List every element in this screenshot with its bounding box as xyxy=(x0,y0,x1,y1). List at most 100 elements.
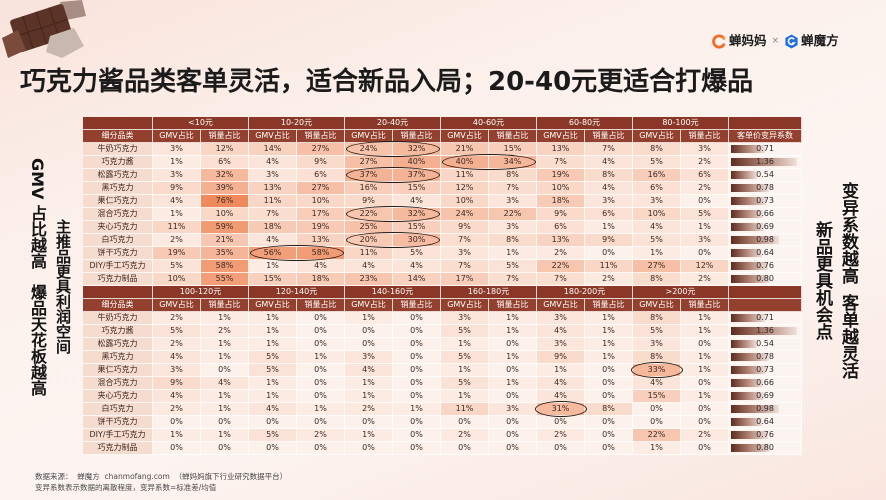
cv-data-bar xyxy=(731,210,764,218)
gmv-share-cell: 4% xyxy=(345,364,393,377)
right-note-opportunity: 新品更具机会点 xyxy=(812,221,832,340)
gmv-share-cell: 0% xyxy=(633,403,681,416)
gmv-share-cell: 1% xyxy=(249,260,297,273)
price-band-header: 160-180元 xyxy=(441,286,537,299)
gmv-share-cell: 2% xyxy=(537,429,585,442)
gmv-share-header: GMV占比 xyxy=(537,299,585,312)
cv-data-bar xyxy=(731,405,779,413)
category-header: 细分品类 xyxy=(83,130,153,143)
cv-data-bar xyxy=(731,249,763,257)
cv-cell: 0.71 xyxy=(729,312,802,325)
sales-share-cell: 3% xyxy=(681,143,729,156)
cv-value: 0.69 xyxy=(756,222,774,231)
sales-share-cell: 0% xyxy=(489,364,537,377)
sales-share-cell: 14% xyxy=(393,273,441,286)
sales-share-cell: 40% xyxy=(393,156,441,169)
sales-share-cell: 1% xyxy=(201,390,249,403)
sales-share-cell: 32% xyxy=(393,208,441,221)
gmv-share-cell: 1% xyxy=(345,390,393,403)
category-name: 饼干巧克力 xyxy=(83,247,153,260)
sales-share-cell: 1% xyxy=(201,429,249,442)
gmv-share-header: GMV占比 xyxy=(537,130,585,143)
gmv-share-cell: 11% xyxy=(249,195,297,208)
sales-share-cell: 1% xyxy=(585,312,633,325)
sales-share-cell: 32% xyxy=(393,143,441,156)
footnote: 数据来源： 蝉魔方 chanmofang.com （蝉妈妈旗下行业研究数据平台）… xyxy=(35,471,287,493)
sales-share-cell: 4% xyxy=(393,260,441,273)
cv-cell: 0.76 xyxy=(729,429,802,442)
right-note-flexible: 客单越灵活 xyxy=(838,294,858,379)
gmv-share-cell: 4% xyxy=(249,156,297,169)
gmv-share-cell: 5% xyxy=(153,260,201,273)
gmv-share-cell: 13% xyxy=(537,143,585,156)
sales-share-header: 销量占比 xyxy=(393,130,441,143)
gmv-share-cell: 1% xyxy=(153,156,201,169)
gmv-share-cell: 0% xyxy=(345,325,393,338)
sales-share-cell: 15% xyxy=(489,143,537,156)
gmv-share-cell: 10% xyxy=(153,273,201,286)
cv-cell: 0.69 xyxy=(729,221,802,234)
sales-share-cell: 0% xyxy=(489,429,537,442)
gmv-share-header: GMV占比 xyxy=(633,130,681,143)
gmv-share-cell: 37% xyxy=(345,169,393,182)
gmv-share-cell: 0% xyxy=(345,338,393,351)
cv-cell: 0.69 xyxy=(729,390,802,403)
sales-share-cell: 6% xyxy=(585,208,633,221)
sales-share-cell: 7% xyxy=(585,143,633,156)
sales-share-cell: 1% xyxy=(681,351,729,364)
sales-share-cell: 58% xyxy=(201,260,249,273)
sales-share-cell: 0% xyxy=(201,416,249,429)
cv-value: 0.73 xyxy=(756,196,774,205)
sales-share-cell: 8% xyxy=(489,234,537,247)
sales-share-cell: 4% xyxy=(297,260,345,273)
gmv-share-cell: 0% xyxy=(537,416,585,429)
category-name: 白巧克力 xyxy=(83,234,153,247)
sales-share-cell: 4% xyxy=(201,377,249,390)
cv-value: 0.54 xyxy=(756,170,774,179)
sales-share-cell: 2% xyxy=(681,182,729,195)
sales-share-cell: 1% xyxy=(489,325,537,338)
sales-share-cell: 0% xyxy=(489,442,537,455)
sales-share-cell: 0% xyxy=(393,429,441,442)
gmv-share-cell: 1% xyxy=(345,377,393,390)
sales-share-cell: 1% xyxy=(489,377,537,390)
price-band-header: <10元 xyxy=(153,117,249,130)
sales-share-cell: 2% xyxy=(681,429,729,442)
sales-share-cell: 2% xyxy=(681,273,729,286)
gmv-share-cell: 10% xyxy=(441,195,489,208)
sales-share-cell: 0% xyxy=(297,416,345,429)
cv-data-bar xyxy=(731,444,770,452)
category-name: 黑巧克力 xyxy=(83,182,153,195)
category-name: 牛奶巧克力 xyxy=(83,143,153,156)
left-note-gmv: GMV 占比越高 xyxy=(28,158,47,270)
sales-share-cell: 1% xyxy=(297,351,345,364)
cv-value: 0.69 xyxy=(756,391,774,400)
gmv-share-cell: 31% xyxy=(537,403,585,416)
sales-share-cell: 1% xyxy=(489,247,537,260)
sales-share-cell: 32% xyxy=(201,169,249,182)
sales-share-cell: 1% xyxy=(585,221,633,234)
sales-share-header: 销量占比 xyxy=(201,130,249,143)
sales-share-cell: 1% xyxy=(201,338,249,351)
gmv-share-cell: 4% xyxy=(633,377,681,390)
chanmofang-logo-text: 蝉魔方 xyxy=(801,33,839,48)
gmv-share-cell: 0% xyxy=(249,416,297,429)
sales-share-cell: 0% xyxy=(393,338,441,351)
sales-share-cell: 0% xyxy=(393,325,441,338)
gmv-share-cell: 4% xyxy=(249,403,297,416)
sales-share-cell: 0% xyxy=(297,312,345,325)
price-band-header: 10-20元 xyxy=(249,117,345,130)
cv-value: 0.98 xyxy=(756,235,774,244)
sales-share-cell: 0% xyxy=(297,364,345,377)
sales-share-cell: 58% xyxy=(297,247,345,260)
gmv-share-cell: 0% xyxy=(537,442,585,455)
cv-cell: 0.98 xyxy=(729,403,802,416)
sales-share-cell: 0% xyxy=(585,377,633,390)
gmv-share-cell: 3% xyxy=(633,195,681,208)
category-name: DIY/手工巧克力 xyxy=(83,260,153,273)
sales-share-cell: 4% xyxy=(393,195,441,208)
cv-data-bar xyxy=(731,392,765,400)
right-note-cv: 变异系数越高 xyxy=(838,182,858,284)
sales-share-cell: 5% xyxy=(489,260,537,273)
sales-share-cell: 3% xyxy=(489,195,537,208)
